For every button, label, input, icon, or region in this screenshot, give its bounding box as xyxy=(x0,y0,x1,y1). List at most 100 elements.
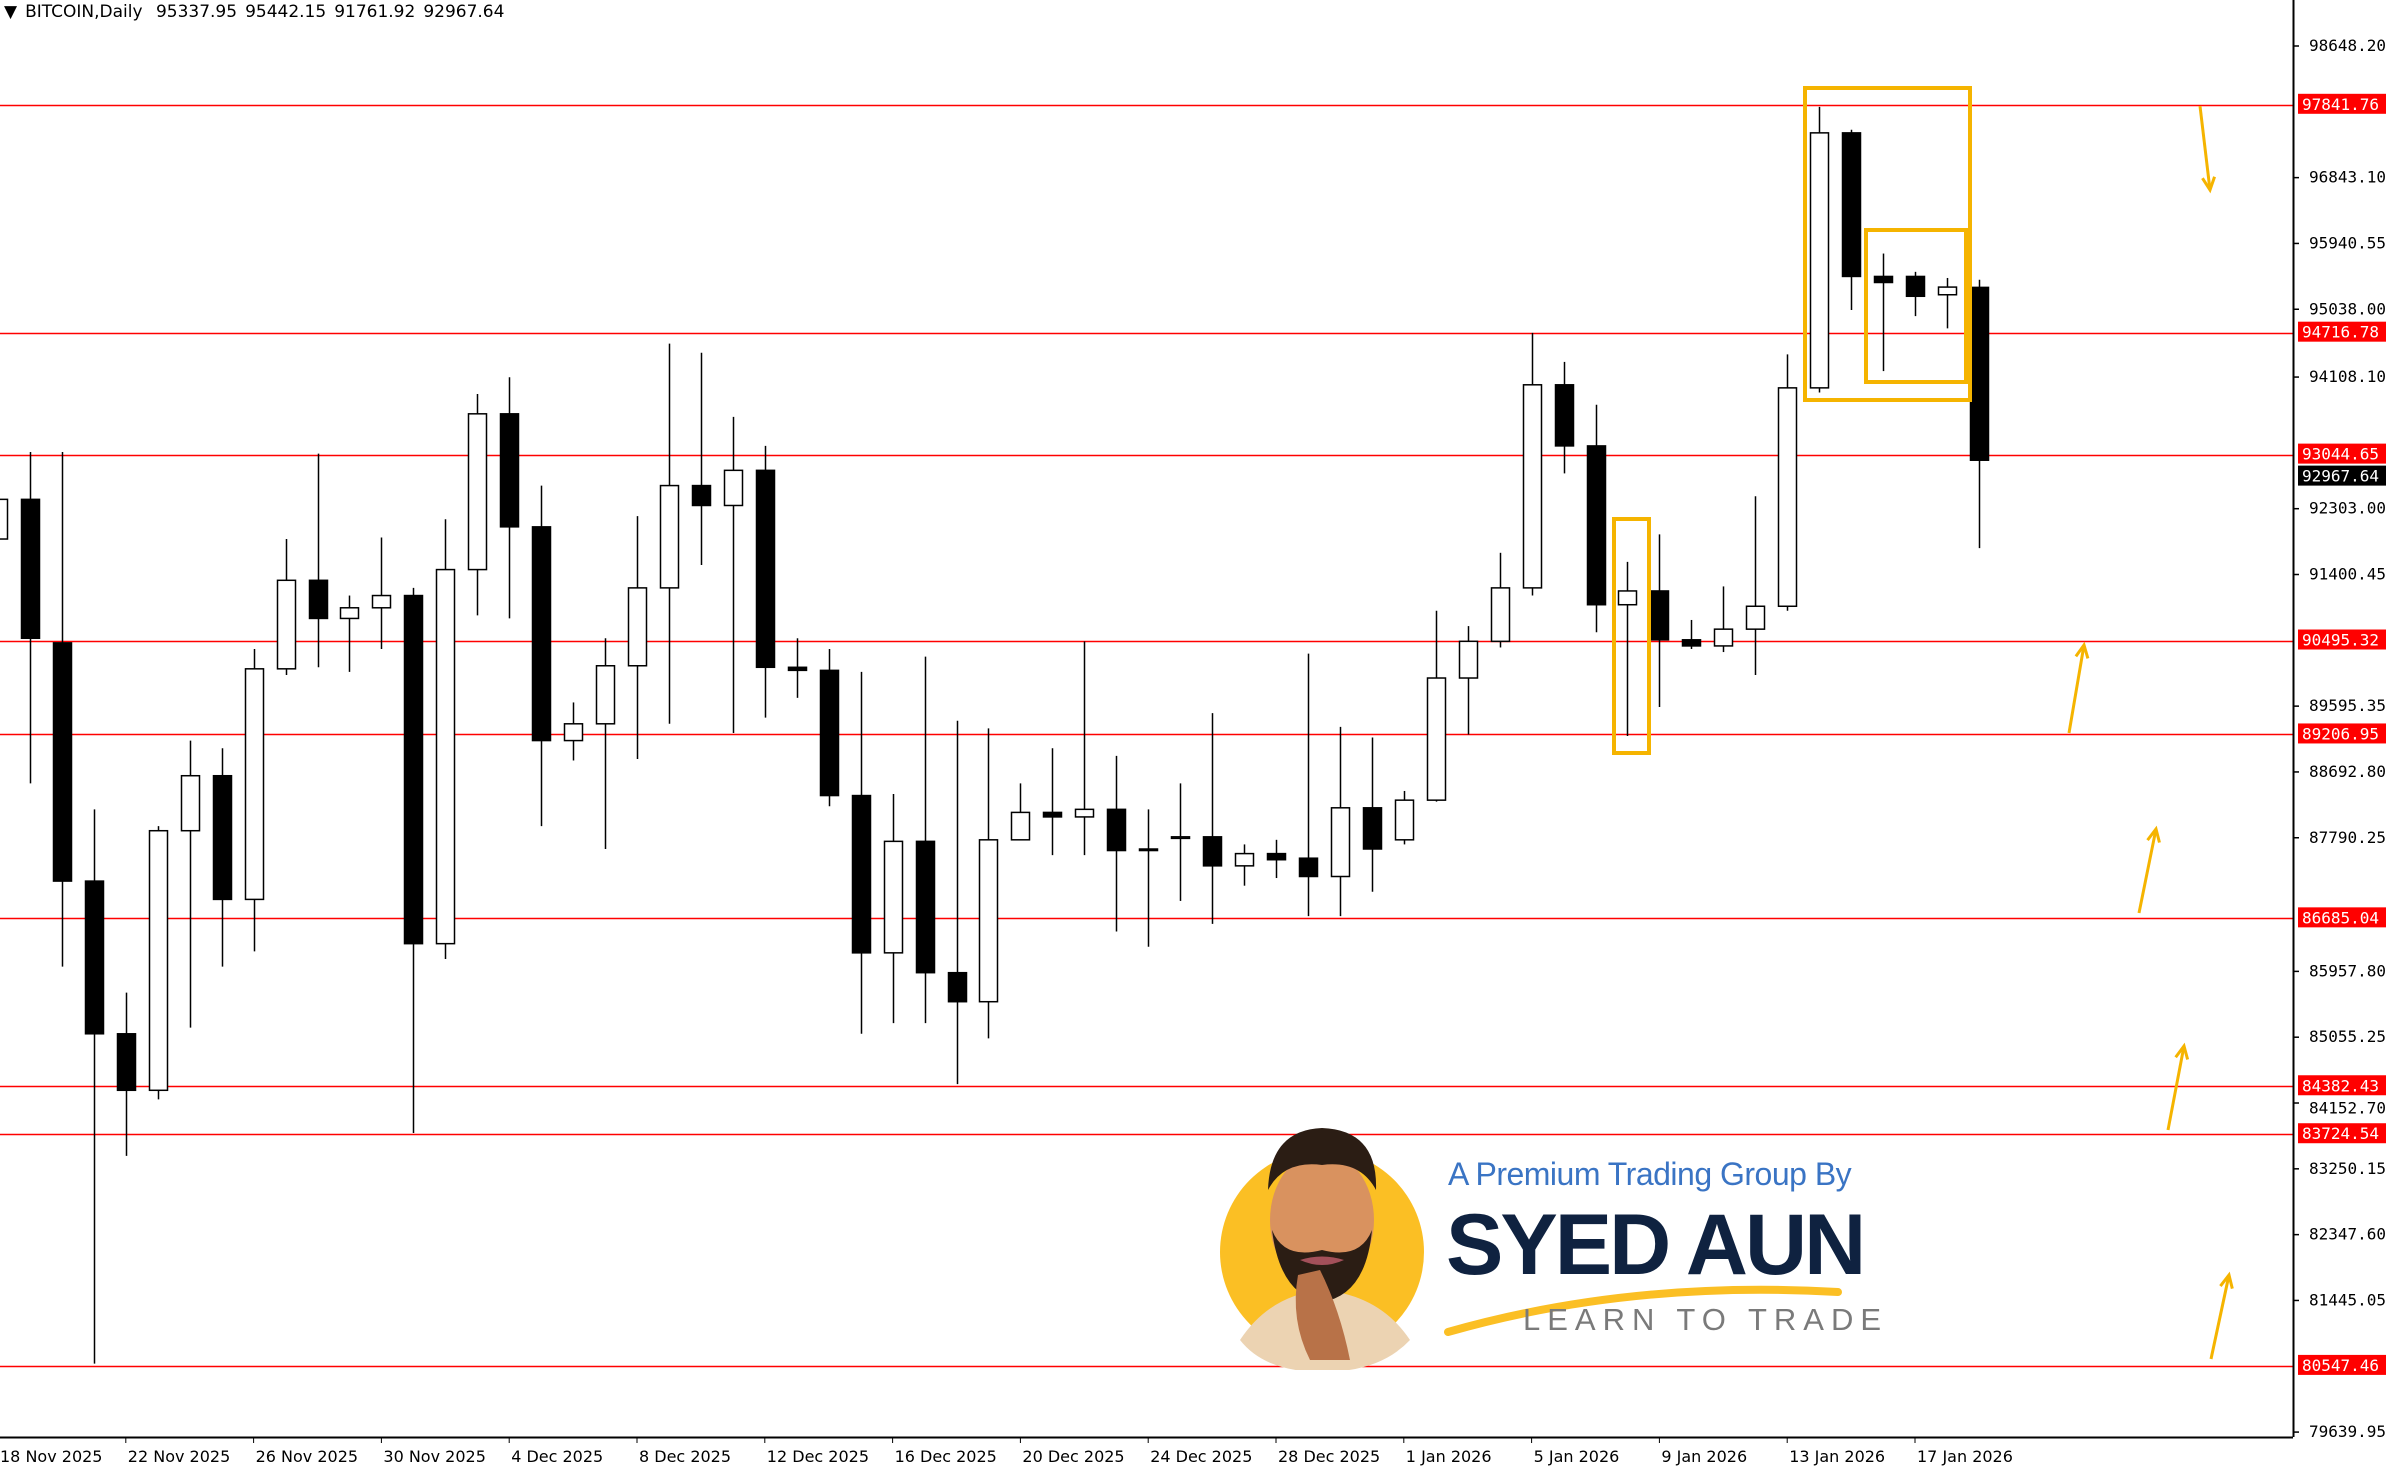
candle-bull xyxy=(595,665,616,725)
candle-bull xyxy=(1809,132,1830,389)
candle-bear xyxy=(1138,848,1159,852)
ohlc-open: 95337.95 xyxy=(155,2,238,22)
candle-bull xyxy=(0,498,9,540)
candle-bear xyxy=(1873,275,1894,284)
level-price-label: 86685.04 xyxy=(2302,908,2379,927)
candle-bear xyxy=(403,594,424,945)
level-price-tag xyxy=(2298,629,2386,650)
time-tick-label: 8 Dec 2025 xyxy=(639,1447,731,1466)
logo-hand xyxy=(1295,1270,1350,1360)
level-price-label: 84382.43 xyxy=(2302,1076,2379,1095)
time-tick-label: 4 Dec 2025 xyxy=(511,1447,603,1466)
level-price-tag xyxy=(2298,443,2386,464)
logo-lips xyxy=(1300,1256,1344,1265)
arrowhead-icon xyxy=(2074,641,2090,659)
candle-bull xyxy=(1745,605,1766,630)
arrowhead-icon xyxy=(2174,1042,2190,1060)
candle-bear xyxy=(499,413,520,528)
logo-tagline: A Premium Trading Group By xyxy=(1448,1156,1852,1192)
level-price-label: 83724.54 xyxy=(2302,1124,2379,1143)
current-price-label: 92967.64 xyxy=(2302,467,2379,486)
level-price-tag xyxy=(2298,907,2386,928)
level-price-label: 89206.95 xyxy=(2302,724,2379,743)
arrow-icon xyxy=(2198,105,2212,191)
level-price-label: 93044.65 xyxy=(2302,445,2379,464)
candle-bull xyxy=(1490,587,1511,643)
candle-bear xyxy=(819,669,840,797)
candle-bull xyxy=(1426,677,1447,801)
candle-bear xyxy=(1586,445,1607,606)
candle-bear xyxy=(531,526,552,742)
price-tick-label: 88692.80 xyxy=(2309,762,2386,781)
candle-bull xyxy=(371,594,392,609)
candle-bear xyxy=(84,880,105,1035)
time-tick-label: 17 Jan 2026 xyxy=(1917,1447,2013,1466)
logo-slogan: LEARN TO TRADE xyxy=(1523,1302,1889,1337)
price-tick-label: 98648.20 xyxy=(2309,36,2386,55)
candle-bear xyxy=(1554,384,1575,447)
level-price-label: 90495.32 xyxy=(2302,631,2379,650)
candle-bull xyxy=(244,668,265,901)
ohlc-high: 95442.15 xyxy=(245,2,327,22)
ohlc-low: 91761.92 xyxy=(334,2,416,22)
candle-bear xyxy=(1106,808,1127,852)
time-tick-label: 22 Nov 2025 xyxy=(128,1447,230,1466)
candle-bull xyxy=(1010,811,1031,841)
price-tick-label: 94108.10 xyxy=(2309,367,2386,386)
candle-bull xyxy=(1713,628,1734,647)
candle-bear xyxy=(1969,286,1990,461)
candle-bear xyxy=(915,840,936,974)
price-tick-label: 95038.00 xyxy=(2309,299,2386,318)
annotation-box xyxy=(1803,86,1972,402)
candle-bull xyxy=(148,829,169,1092)
candle-bull xyxy=(627,587,648,667)
candle-bear xyxy=(1266,852,1287,861)
price-tick-label: 79639.95 xyxy=(2309,1422,2386,1441)
candle-bull xyxy=(1330,807,1351,878)
candle-bear xyxy=(308,579,329,620)
candle-bear xyxy=(947,971,968,1003)
candle-bull xyxy=(563,723,584,742)
level-price-label: 97841.76 xyxy=(2302,95,2379,114)
triangle-down-icon[interactable]: ▼ xyxy=(4,2,18,22)
price-tick-label: 83250.15 xyxy=(2309,1159,2386,1178)
level-price-label: 80547.46 xyxy=(2302,1356,2379,1375)
symbol-label: BITCOIN,Daily xyxy=(25,2,143,22)
time-tick-label: 9 Jan 2026 xyxy=(1661,1447,1747,1466)
arrowhead-icon xyxy=(2201,176,2216,194)
price-tick-label: 95940.55 xyxy=(2309,233,2386,252)
candle-bull xyxy=(1937,286,1958,296)
arrow-icon xyxy=(2209,1274,2231,1360)
price-tick-label: 87790.25 xyxy=(2309,828,2386,847)
level-price-tag xyxy=(2298,1354,2386,1375)
candle-bear xyxy=(212,774,233,901)
candle-bear xyxy=(52,642,73,882)
candle-bear xyxy=(691,484,712,507)
time-tick-label: 18 Nov 2025 xyxy=(0,1447,102,1466)
candle-bull xyxy=(467,413,488,571)
candle-bull xyxy=(1394,799,1415,841)
candle-bull xyxy=(1170,836,1191,840)
candle-bull xyxy=(435,568,456,945)
annotation-box xyxy=(1864,228,1968,384)
candle-bear xyxy=(1202,836,1223,867)
level-price-tag xyxy=(2298,723,2386,744)
candle-bear xyxy=(1681,639,1702,647)
price-tick-label: 84152.70 xyxy=(2309,1098,2386,1117)
price-tick-label: 92303.00 xyxy=(2309,499,2386,518)
time-tick-label: 30 Nov 2025 xyxy=(383,1447,485,1466)
current-price-tag xyxy=(2298,465,2386,486)
logo-hair xyxy=(1268,1128,1377,1190)
arrow-icon xyxy=(2137,828,2158,914)
candle-bull xyxy=(1458,640,1479,679)
price-tick-label: 85957.80 xyxy=(2309,961,2386,980)
arrow-icon xyxy=(2166,1045,2186,1131)
candle-bear xyxy=(851,794,872,954)
arrow-icon xyxy=(2067,644,2086,734)
level-price-label: 94716.78 xyxy=(2302,323,2379,342)
candle-bear xyxy=(1649,590,1670,641)
level-price-tag xyxy=(2298,93,2386,114)
annotation-box xyxy=(1612,517,1651,755)
candle-bear xyxy=(1042,811,1063,818)
